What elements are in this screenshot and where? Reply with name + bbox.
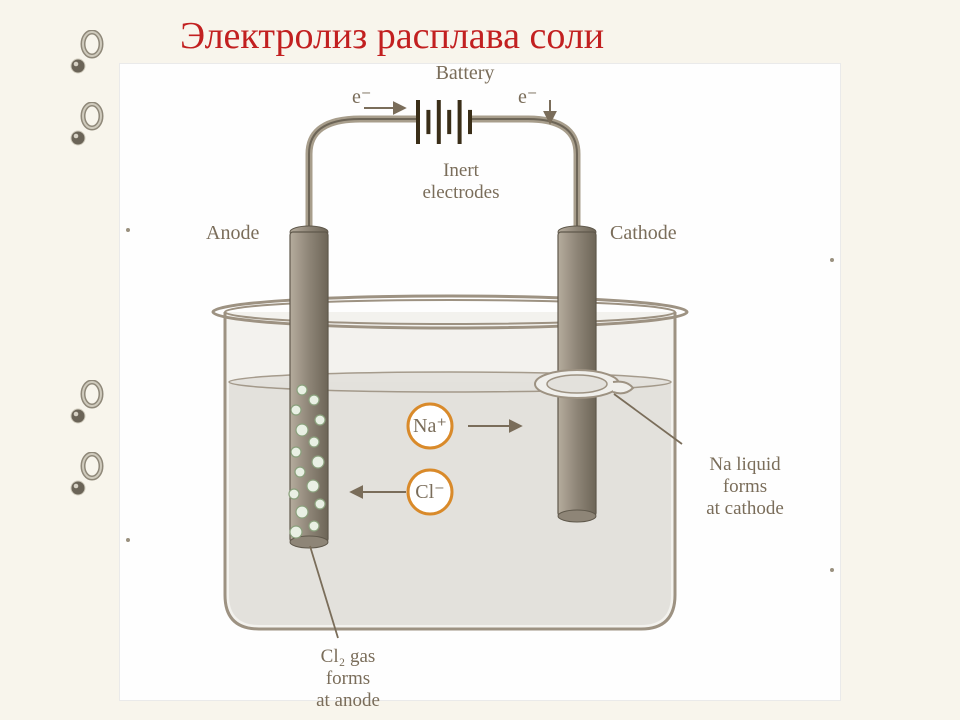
inert-electrodes-label: Inert electrodes [406, 160, 516, 204]
binder-ring [68, 452, 96, 496]
binder-ring [68, 102, 96, 146]
battery-label: Battery [420, 62, 510, 85]
na-caption: Na liquid forms at cathode [680, 454, 810, 520]
electron-right-label: e⁻ [518, 86, 537, 109]
slide-title: Электролиз расплава соли [180, 14, 604, 58]
anode-label: Anode [206, 222, 259, 245]
diagram-panel: Na⁺ Cl⁻ Battery Inert electrodes Anode Catho… [120, 64, 840, 700]
electron-left-label: e⁻ [352, 86, 371, 109]
binder-ring [68, 380, 96, 424]
slide: Электролиз расплава соли Na⁺ Cl⁻ Battery I… [0, 0, 960, 720]
svg-text:Cl⁻: Cl⁻ [415, 481, 444, 503]
cl-caption: Cl₂ gas forms at anode [288, 646, 408, 712]
binder-ring [68, 30, 96, 74]
cathode-label: Cathode [610, 222, 677, 245]
svg-text:Na⁺: Na⁺ [413, 415, 447, 437]
